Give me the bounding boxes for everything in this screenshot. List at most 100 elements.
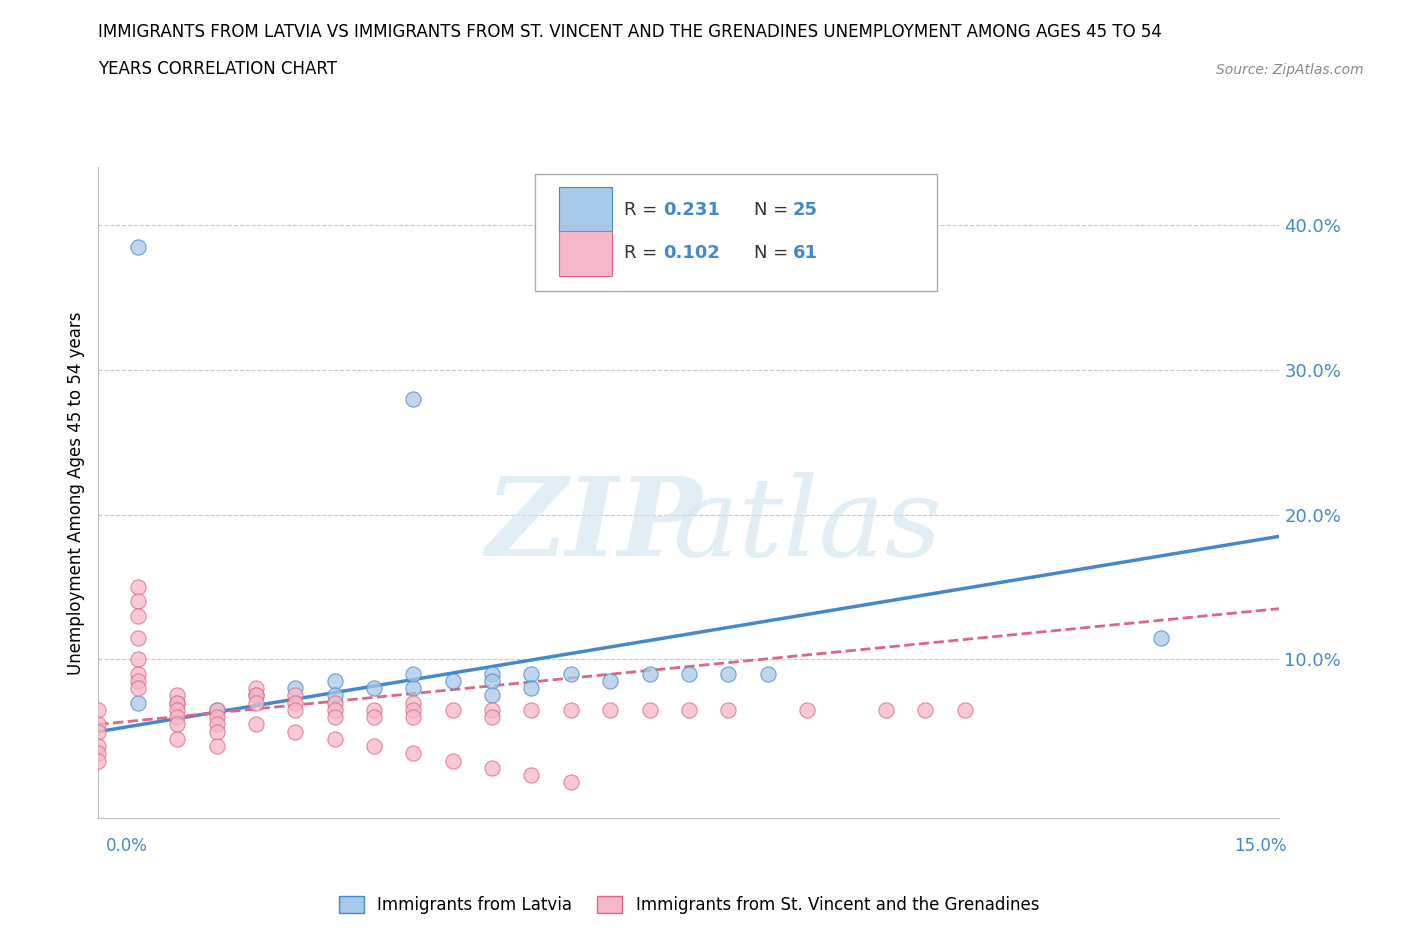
Point xyxy=(520,702,543,717)
Point xyxy=(166,710,188,724)
Point xyxy=(638,666,661,681)
Point xyxy=(87,746,110,761)
Point xyxy=(245,688,267,703)
Point xyxy=(441,702,464,717)
Point xyxy=(678,702,700,717)
Point xyxy=(127,594,149,609)
Point xyxy=(756,666,779,681)
Text: 0.0%: 0.0% xyxy=(105,837,148,855)
Point xyxy=(127,681,149,696)
Point xyxy=(363,738,385,753)
Point xyxy=(87,717,110,732)
Point xyxy=(599,673,621,688)
Point xyxy=(402,702,425,717)
Point xyxy=(402,710,425,724)
Point xyxy=(717,702,740,717)
Point xyxy=(363,710,385,724)
Point xyxy=(363,702,385,717)
Point xyxy=(127,696,149,711)
Point xyxy=(914,702,936,717)
Point xyxy=(402,666,425,681)
Text: 0.102: 0.102 xyxy=(664,245,720,262)
Point xyxy=(284,724,307,739)
Point xyxy=(323,688,346,703)
Point xyxy=(245,717,267,732)
Text: IMMIGRANTS FROM LATVIA VS IMMIGRANTS FROM ST. VINCENT AND THE GRENADINES UNEMPLO: IMMIGRANTS FROM LATVIA VS IMMIGRANTS FRO… xyxy=(98,23,1163,41)
Point xyxy=(245,688,267,703)
Point xyxy=(796,702,818,717)
Text: 25: 25 xyxy=(793,201,818,219)
Point xyxy=(284,702,307,717)
Point xyxy=(481,761,503,776)
Point xyxy=(560,775,582,790)
Point xyxy=(127,666,149,681)
Point xyxy=(323,710,346,724)
Point xyxy=(481,688,503,703)
FancyBboxPatch shape xyxy=(560,187,612,232)
Point xyxy=(284,696,307,711)
FancyBboxPatch shape xyxy=(560,231,612,276)
Text: Source: ZipAtlas.com: Source: ZipAtlas.com xyxy=(1216,63,1364,77)
Text: 61: 61 xyxy=(793,245,818,262)
Text: N =: N = xyxy=(754,245,794,262)
Point xyxy=(441,753,464,768)
Point xyxy=(166,702,188,717)
Point xyxy=(127,631,149,645)
Text: ZIP: ZIP xyxy=(486,472,703,579)
Point xyxy=(127,240,149,255)
Point xyxy=(245,681,267,696)
Point xyxy=(87,724,110,739)
Point xyxy=(127,652,149,667)
Point xyxy=(205,702,228,717)
Text: atlas: atlas xyxy=(672,472,942,579)
Text: R =: R = xyxy=(624,245,664,262)
Point xyxy=(520,767,543,782)
Point xyxy=(560,666,582,681)
Point xyxy=(205,738,228,753)
Point xyxy=(402,746,425,761)
Y-axis label: Unemployment Among Ages 45 to 54 years: Unemployment Among Ages 45 to 54 years xyxy=(66,312,84,674)
Point xyxy=(481,666,503,681)
Point xyxy=(205,717,228,732)
Point xyxy=(520,681,543,696)
Point xyxy=(323,731,346,746)
Point xyxy=(402,392,425,406)
Point xyxy=(284,688,307,703)
Point xyxy=(127,673,149,688)
Legend: Immigrants from Latvia, Immigrants from St. Vincent and the Grenadines: Immigrants from Latvia, Immigrants from … xyxy=(332,889,1046,921)
Point xyxy=(481,702,503,717)
Point xyxy=(87,702,110,717)
Point xyxy=(953,702,976,717)
Point xyxy=(520,666,543,681)
Point xyxy=(87,753,110,768)
Point xyxy=(678,666,700,681)
Point xyxy=(481,673,503,688)
Point xyxy=(166,731,188,746)
Text: R =: R = xyxy=(624,201,664,219)
Text: N =: N = xyxy=(754,201,794,219)
Point xyxy=(127,608,149,623)
Point xyxy=(245,696,267,711)
Point xyxy=(284,681,307,696)
Point xyxy=(323,696,346,711)
Point xyxy=(166,688,188,703)
Point xyxy=(166,696,188,711)
Point xyxy=(1150,631,1173,645)
Point xyxy=(323,702,346,717)
Point xyxy=(166,696,188,711)
Point xyxy=(323,673,346,688)
Point xyxy=(599,702,621,717)
Point xyxy=(166,717,188,732)
Point xyxy=(402,696,425,711)
Point xyxy=(441,673,464,688)
Text: 0.231: 0.231 xyxy=(664,201,720,219)
Point xyxy=(363,681,385,696)
Point xyxy=(638,702,661,717)
Point xyxy=(205,724,228,739)
Point xyxy=(481,710,503,724)
Point xyxy=(560,702,582,717)
Text: YEARS CORRELATION CHART: YEARS CORRELATION CHART xyxy=(98,60,337,78)
FancyBboxPatch shape xyxy=(536,174,936,291)
Point xyxy=(717,666,740,681)
Point xyxy=(127,579,149,594)
